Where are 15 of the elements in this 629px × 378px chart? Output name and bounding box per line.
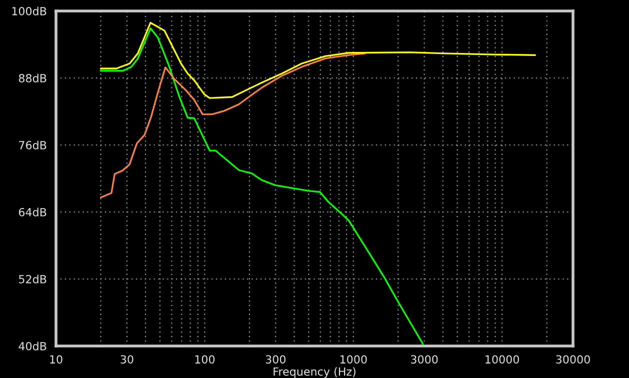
x-axis-title: Frequency (Hz) — [274, 367, 356, 378]
y-tick-label: 40dB — [18, 342, 46, 350]
x-tick-label: 30 — [120, 355, 134, 364]
y-tick-label: 52dB — [19, 274, 46, 284]
x-tick-label: 1000 — [340, 355, 367, 364]
y-tick-label: 88dB — [18, 74, 46, 82]
x-tick-label: 10000 — [486, 355, 519, 364]
x-tick-label: 100 — [195, 355, 215, 364]
y-tick-label: 100dB — [12, 6, 46, 16]
y-tick-label: 76dB — [19, 140, 46, 150]
x-tick-label: 30000 — [556, 355, 590, 364]
y-tick-label: 64dB — [18, 208, 46, 216]
x-tick-label: 3000 — [411, 355, 438, 364]
x-tick-label: 300 — [266, 355, 286, 364]
x-tick-label: 10 — [50, 355, 62, 364]
